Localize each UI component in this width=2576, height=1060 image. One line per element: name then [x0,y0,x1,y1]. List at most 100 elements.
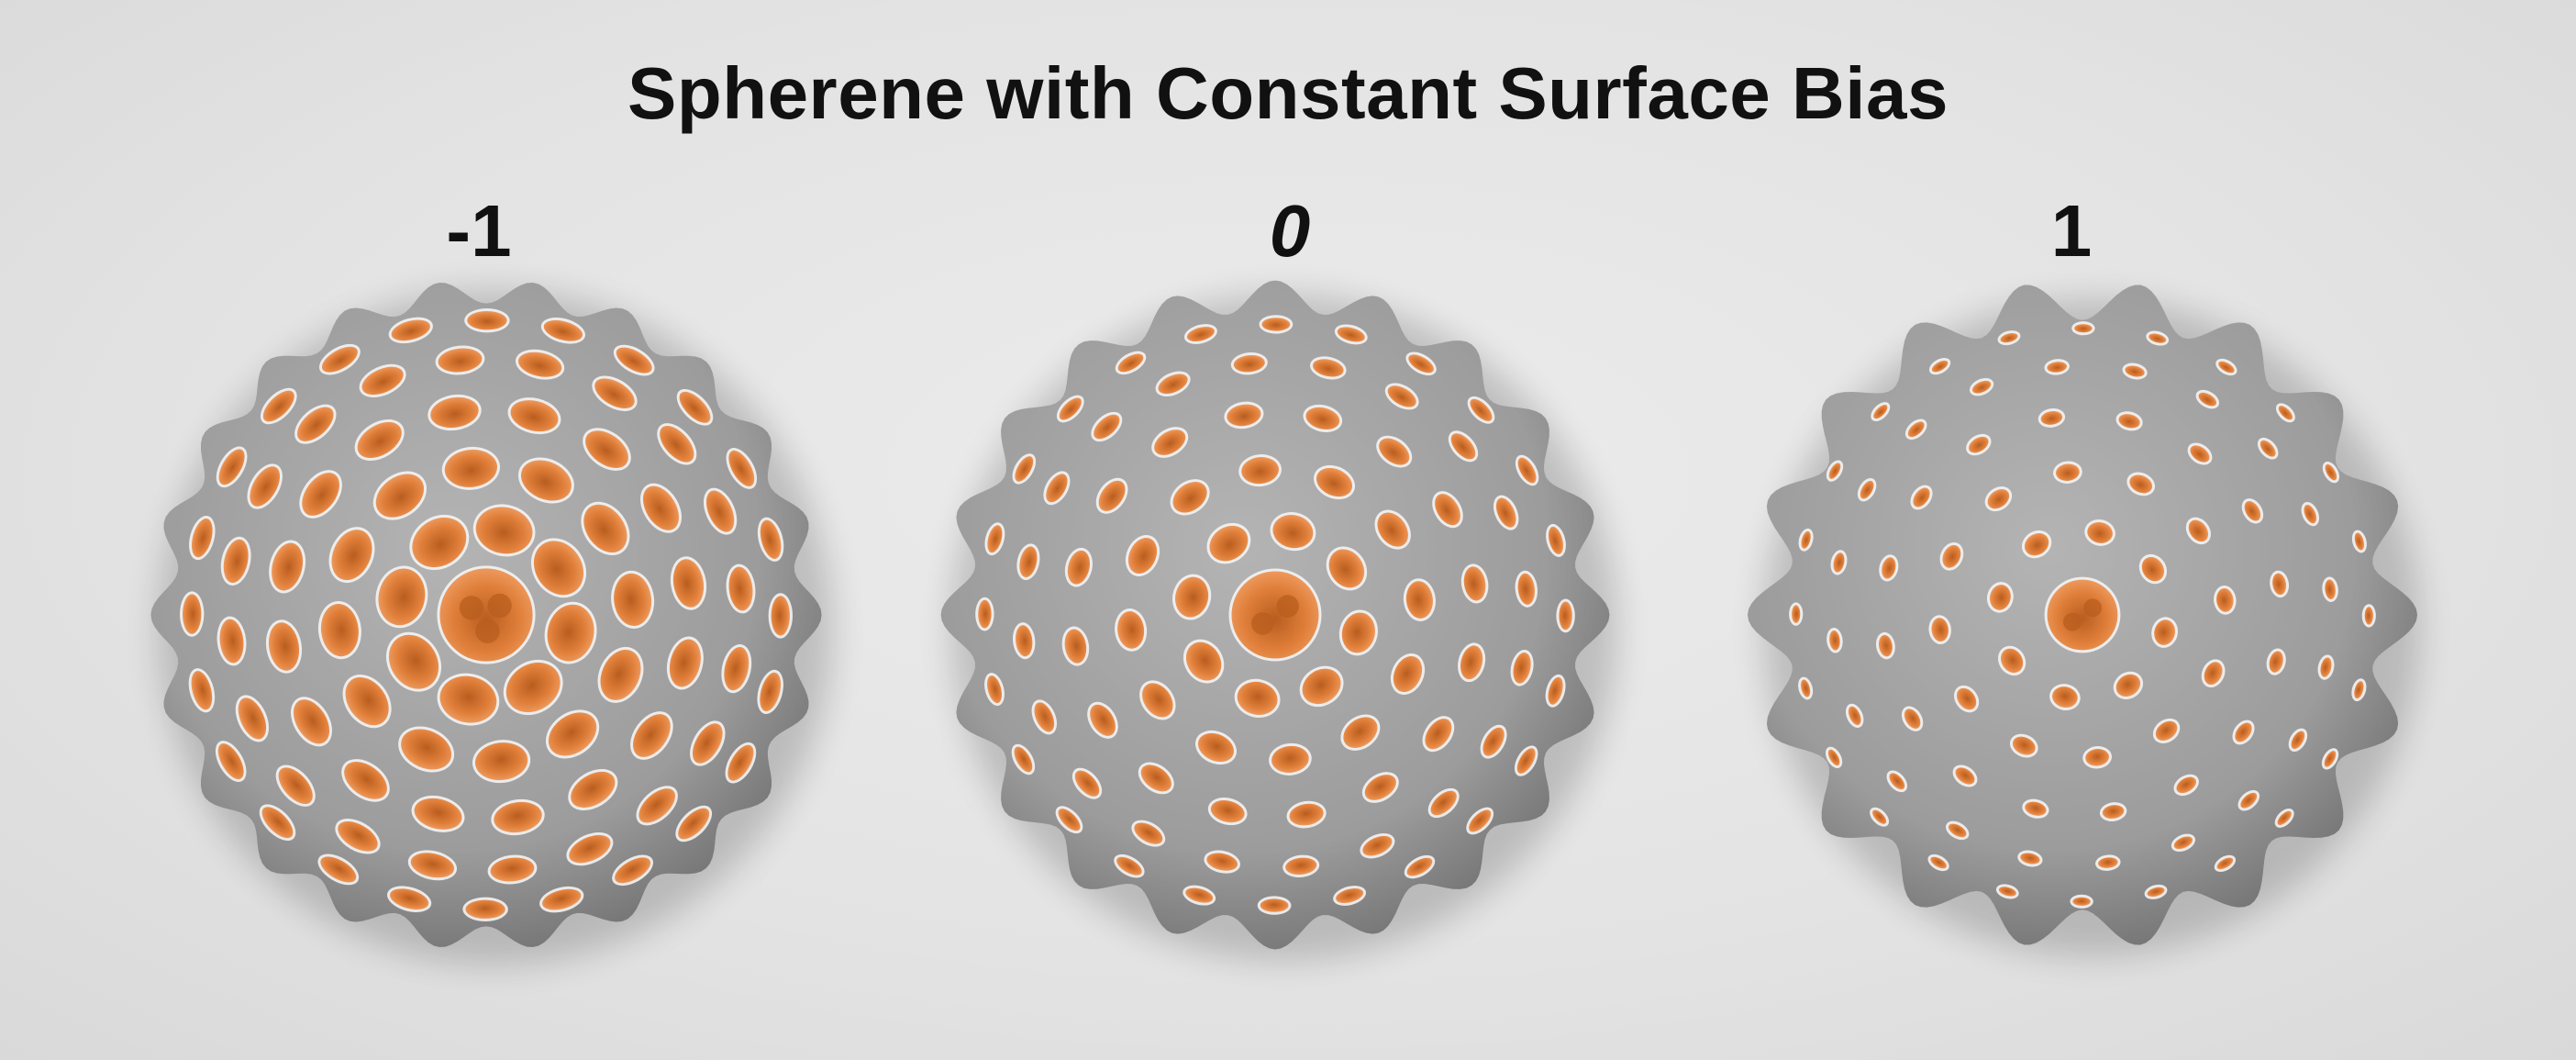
lattice-pore [317,600,361,660]
lattice-pore [472,504,536,557]
lattice-pore [341,759,390,802]
lattice-pore [1970,377,1994,396]
lattice-pore [2171,833,2195,853]
lattice-pore [1952,764,1978,787]
lattice-pore [2351,678,2367,702]
lattice-pore [726,447,758,489]
lattice-pore [1139,680,1176,720]
lattice-pore [1183,885,1216,906]
lattice-pore [581,501,630,556]
lattice-pore [1871,402,1891,422]
lattice-pore [2082,746,2112,769]
lattice-pore [188,668,216,713]
lattice-pore [2152,718,2181,743]
lattice-pore [675,805,713,842]
lattice-pore [1270,512,1316,552]
lattice-pore [2185,517,2211,545]
lattice-pore [1545,674,1566,708]
lattice-pore [1309,356,1347,380]
lattice-pore [409,514,470,571]
spherene-render-bias-0 [927,266,1624,982]
lattice-pore [359,363,406,398]
lattice-pore [1403,578,1436,621]
lattice-pore [2288,728,2308,753]
lattice-pore [1515,570,1538,608]
lattice-pore [2301,502,2320,527]
lattice-pore [566,831,614,866]
lattice-pore [1827,628,1843,653]
lattice-pore [597,646,644,703]
lattice-pore [984,522,1005,556]
lattice-pore [517,457,574,504]
lattice-pore [318,343,361,375]
lattice-pore [1012,622,1036,660]
lattice-pore [2037,407,2066,428]
lattice-pore [1901,706,1924,731]
lattice-pore [220,536,251,586]
lattice-pore [1115,608,1148,652]
lattice-pore [670,556,707,610]
lattice-pore [407,850,458,881]
lattice-pore [1183,324,1217,344]
lattice-pore [1172,574,1212,620]
lattice-pore [984,673,1005,707]
lattice-pore [1945,820,1970,841]
lattice-pore [630,711,673,760]
lattice-pore [1886,770,1908,793]
lattice-pore [540,318,585,344]
lattice-pore [294,404,337,444]
lattice-pore [1390,653,1426,696]
lattice-pore [247,463,283,509]
lattice-pore [299,470,342,519]
lattice-pore [387,886,432,912]
lattice-pore [179,591,205,637]
lattice-pore [1995,884,2019,899]
lattice-pore [2099,802,2127,822]
lattice-pore [1011,743,1036,775]
lattice-pore [507,397,561,435]
lattice-pore [611,570,655,630]
lattice-pore [530,538,587,598]
lattice-pore [2361,604,2376,628]
lattice-pore [398,726,455,773]
lattice-pore [464,307,510,333]
lattice-pore [2187,442,2213,465]
lattice-pore [2321,748,2339,770]
lattice-pore [2049,684,2081,711]
lattice-pore [1493,495,1519,530]
lattice-pore [215,741,247,783]
lattice-pore [259,804,296,842]
lattice-pore [1131,820,1166,847]
lattice-pore [657,423,697,465]
lattice-pore [2257,437,2279,460]
lattice-pore [676,388,714,426]
lattice-pore [2270,570,2290,598]
lattice-pore [612,854,654,887]
central-pore [437,565,536,664]
lattice-pore [1114,854,1145,878]
lattice-pore [1928,357,1951,375]
lattice-pore [1448,430,1479,463]
lattice-pore [1326,546,1368,591]
lattice-pore [189,516,216,561]
lattice-pore [2095,854,2121,871]
lattice-pore [1879,554,1899,582]
lattice-pore [1427,787,1460,819]
lattice-pore [2241,498,2264,524]
lattice-pore [1360,832,1395,859]
lattice-pore [1480,724,1507,759]
lattice-pore [1194,730,1238,765]
lattice-pore [265,619,303,674]
lattice-pore [1138,762,1174,795]
lattice-pore [2201,659,2226,688]
lattice-pore [515,349,565,380]
lattice-pore [2274,808,2294,828]
panel-label-bias-0: 0 [1269,190,1311,272]
lattice-pore [1460,563,1489,604]
lattice-pore [1091,411,1123,442]
lattice-pore [1986,582,2014,613]
lattice-pore [2071,321,2095,336]
lattice-pore [372,471,427,520]
lattice-pore [260,387,297,425]
lattice-pore [1043,471,1071,506]
